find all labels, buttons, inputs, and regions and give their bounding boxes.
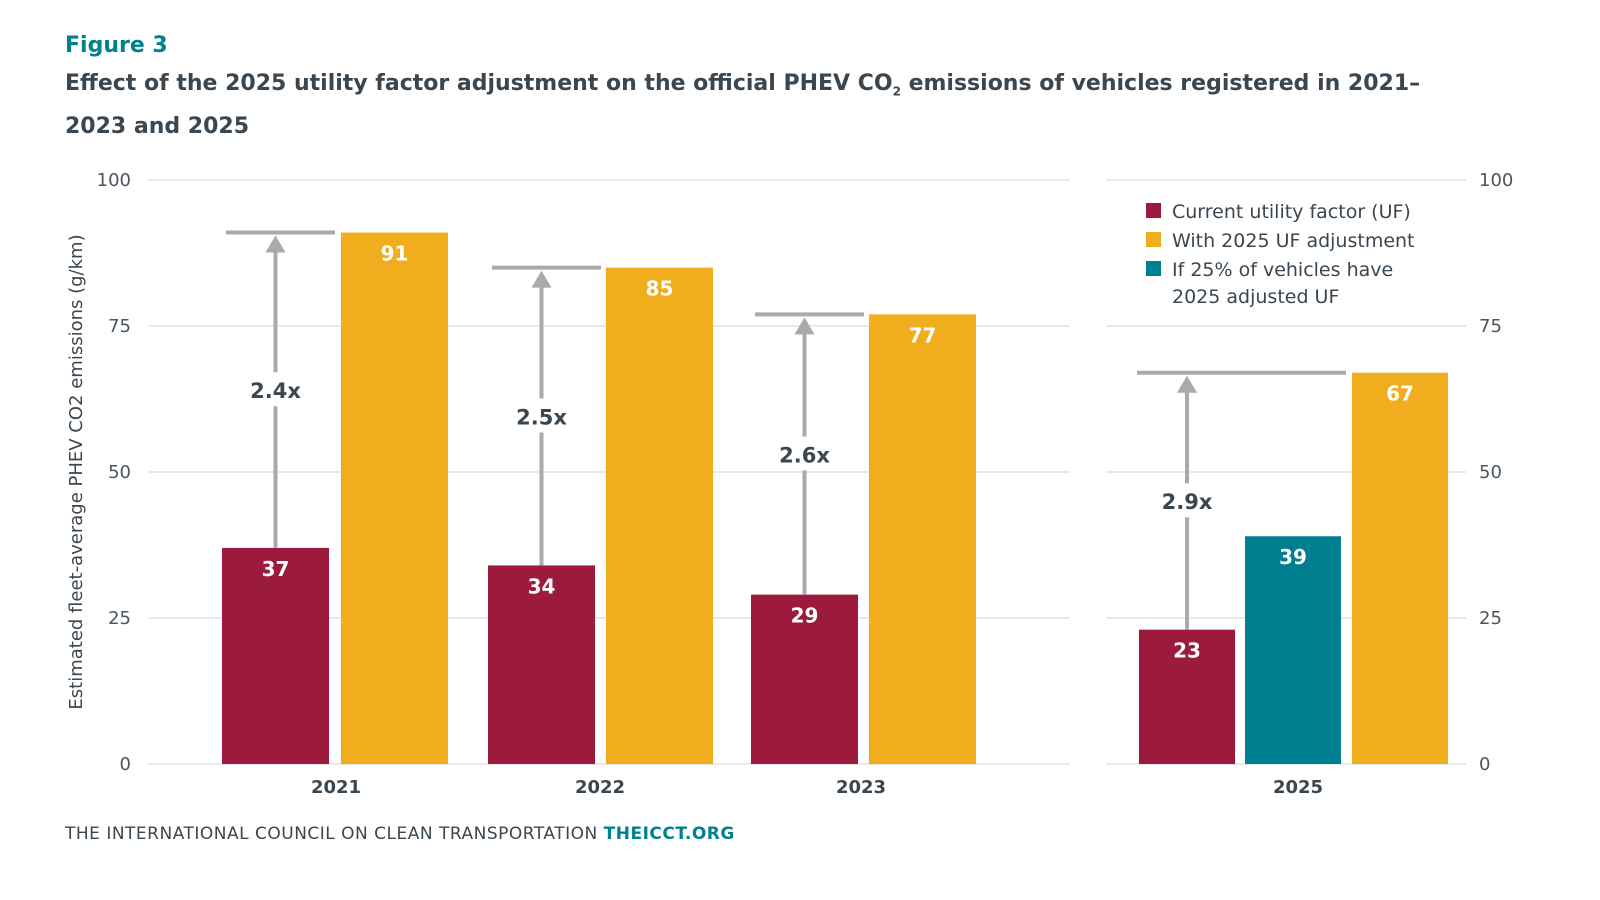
bar-current-2022-label: 34 bbox=[528, 574, 556, 598]
bar-current-2025-label: 23 bbox=[1173, 639, 1201, 663]
bar-adjusted-2021-label: 91 bbox=[381, 242, 409, 266]
arrow-head-icon bbox=[265, 235, 286, 253]
x-category-label: 2021 bbox=[311, 777, 361, 798]
bar-current-2023 bbox=[751, 594, 858, 764]
bar-adjusted-2023-label: 77 bbox=[909, 323, 937, 347]
bar-current-2021-label: 37 bbox=[262, 557, 290, 581]
footer-org: THE INTERNATIONAL COUNCIL ON CLEAN TRANS… bbox=[65, 824, 598, 844]
y-tick-label-left: 75 bbox=[108, 316, 131, 337]
title-text-1: Effect of the 2025 utility factor adjust… bbox=[65, 71, 893, 96]
y-tick-label-right: 25 bbox=[1479, 608, 1502, 629]
y-tick-label-right: 0 bbox=[1479, 754, 1490, 775]
y-tick-label-right: 100 bbox=[1479, 170, 1513, 191]
bar-current-2025 bbox=[1139, 629, 1235, 764]
arrow-head-icon bbox=[794, 317, 815, 335]
legend-swatch bbox=[1146, 232, 1161, 247]
bar-current-2023-label: 29 bbox=[791, 604, 819, 628]
footer-url: THEICCT.ORG bbox=[603, 824, 735, 844]
arrow-head-icon bbox=[531, 270, 552, 288]
y-tick-label-right: 50 bbox=[1479, 462, 1502, 483]
figure-label: Figure 3 bbox=[65, 33, 168, 58]
arrow-head-icon bbox=[1177, 375, 1197, 393]
footer: THE INTERNATIONAL COUNCIL ON CLEAN TRANS… bbox=[65, 824, 735, 844]
legend-label: If 25% of vehicles have bbox=[1172, 259, 1393, 281]
bar-partial-2025 bbox=[1245, 536, 1341, 764]
bar-partial-2025-label: 39 bbox=[1279, 545, 1307, 569]
bar-adjusted-2022 bbox=[606, 267, 713, 764]
y-tick-label-left: 50 bbox=[108, 462, 131, 483]
multiplier-label: 2.9x bbox=[1162, 490, 1213, 514]
x-category-label: 2025 bbox=[1273, 777, 1323, 798]
bar-adjusted-2025 bbox=[1352, 372, 1448, 764]
title-text-2: emissions of vehicles registered in 2021… bbox=[65, 71, 1421, 140]
title-subscript: 2 bbox=[892, 84, 901, 99]
multiplier-label: 2.4x bbox=[250, 379, 301, 403]
bar-current-2022 bbox=[488, 565, 595, 764]
bar-adjusted-2022-label: 85 bbox=[646, 277, 674, 301]
multiplier-label: 2.5x bbox=[516, 406, 567, 430]
y-tick-label-right: 75 bbox=[1479, 316, 1502, 337]
chart-title: Effect of the 2025 utility factor adjust… bbox=[65, 66, 1465, 145]
bar-adjusted-2023 bbox=[869, 314, 976, 764]
x-category-label: 2022 bbox=[575, 777, 625, 798]
x-category-label: 2023 bbox=[836, 777, 886, 798]
y-tick-label-left: 0 bbox=[120, 754, 131, 775]
legend-label: With 2025 UF adjustment bbox=[1172, 230, 1415, 252]
legend-label: 2025 adjusted UF bbox=[1172, 286, 1339, 308]
legend-swatch bbox=[1146, 203, 1161, 218]
y-tick-label-left: 100 bbox=[97, 170, 131, 191]
legend-swatch bbox=[1146, 261, 1161, 276]
bar-current-2021 bbox=[222, 547, 329, 764]
legend-label: Current utility factor (UF) bbox=[1172, 201, 1411, 223]
multiplier-label: 2.6x bbox=[779, 443, 830, 467]
y-tick-label-left: 25 bbox=[108, 608, 131, 629]
y-axis-label: Estimated fleet-average PHEV CO2 emissio… bbox=[66, 234, 87, 709]
bar-adjusted-2025-label: 67 bbox=[1386, 382, 1414, 406]
bar-adjusted-2021 bbox=[341, 232, 448, 764]
